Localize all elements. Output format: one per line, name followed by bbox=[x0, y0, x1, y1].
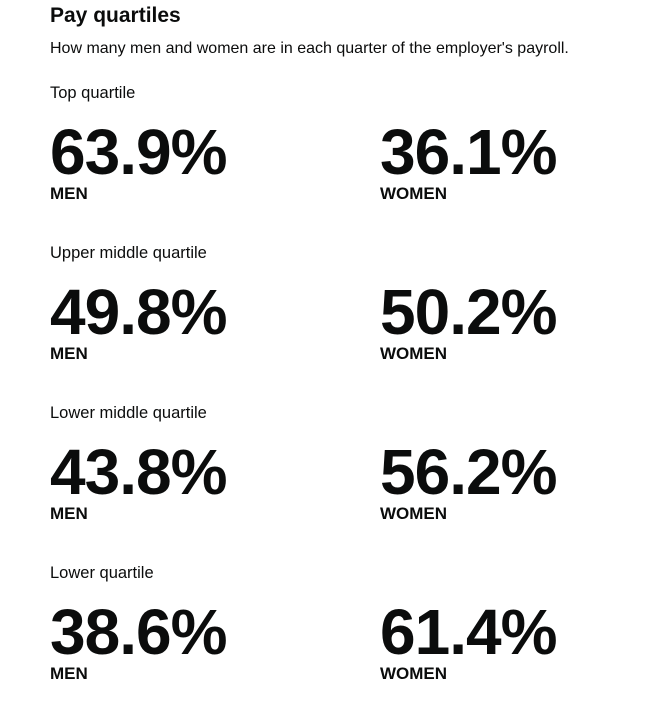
percentage: 50.2% bbox=[380, 276, 557, 348]
percentage: 63.9% bbox=[50, 116, 227, 188]
percentage: 43.8% bbox=[50, 436, 227, 508]
heading: Pay quartiles bbox=[50, 4, 181, 27]
group-label: WOMEN bbox=[380, 664, 448, 683]
group-label: MEN bbox=[50, 504, 88, 523]
subtitle: How many men and women are in each quart… bbox=[50, 40, 569, 57]
percentage: 56.2% bbox=[380, 436, 557, 508]
quartile-label: Lower quartile bbox=[50, 564, 154, 582]
quartile-label: Lower middle quartile bbox=[50, 404, 207, 422]
percentage: 49.8% bbox=[50, 276, 227, 348]
group-label: WOMEN bbox=[380, 504, 448, 523]
quartile-label: Upper middle quartile bbox=[50, 244, 207, 262]
quartile-label: Top quartile bbox=[50, 84, 136, 102]
group-label: WOMEN bbox=[380, 344, 448, 363]
percentage: 61.4% bbox=[380, 596, 557, 668]
group-label: WOMEN bbox=[380, 184, 448, 203]
group-label: MEN bbox=[50, 344, 88, 363]
percentage: 38.6% bbox=[50, 596, 227, 668]
group-label: MEN bbox=[50, 664, 88, 683]
percentage: 36.1% bbox=[380, 116, 557, 188]
group-label: MEN bbox=[50, 184, 88, 203]
